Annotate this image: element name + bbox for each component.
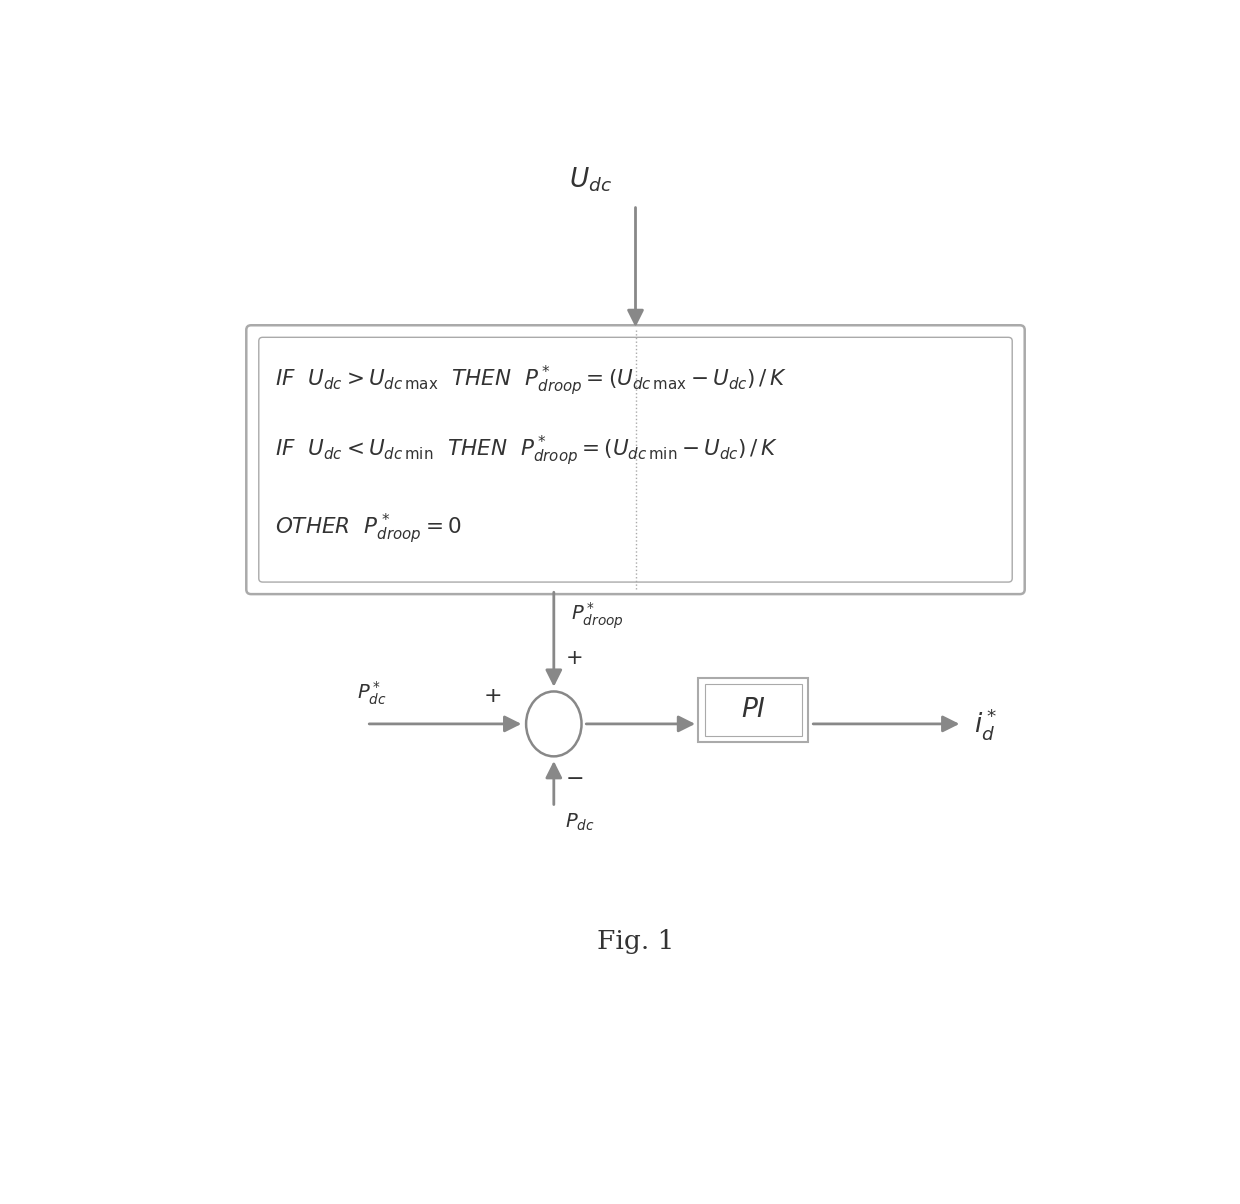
Text: $P^*_{dc}$: $P^*_{dc}$	[357, 680, 387, 707]
Text: $P_{dc}$: $P_{dc}$	[565, 811, 595, 833]
Text: $\mathit{PI}$: $\mathit{PI}$	[740, 697, 766, 722]
Text: $P^*_{droop}$: $P^*_{droop}$	[572, 601, 624, 631]
Text: $i^*_{d}$: $i^*_{d}$	[973, 706, 997, 742]
FancyBboxPatch shape	[698, 678, 808, 743]
Text: $+$: $+$	[565, 649, 583, 668]
Text: $U_{dc}$: $U_{dc}$	[568, 165, 611, 194]
FancyBboxPatch shape	[704, 684, 802, 736]
Text: $\mathit{IF}\ \ U_{dc} > U_{dc\,\mathrm{max}}\ \ \mathit{THEN}\ \ P^*_{droop} = : $\mathit{IF}\ \ U_{dc} > U_{dc\,\mathrm{…	[275, 364, 787, 399]
Text: $-$: $-$	[565, 766, 584, 787]
FancyBboxPatch shape	[247, 325, 1024, 594]
Text: $\mathit{IF}\ \ U_{dc} < U_{dc\,\mathrm{min}}\ \ \mathit{THEN}\ \ P^*_{droop} = : $\mathit{IF}\ \ U_{dc} < U_{dc\,\mathrm{…	[275, 433, 777, 467]
FancyBboxPatch shape	[259, 337, 1012, 582]
Text: Fig. 1: Fig. 1	[596, 929, 675, 955]
Ellipse shape	[526, 691, 582, 756]
Text: $\mathit{OTHER}\ \ P^*_{droop} = 0$: $\mathit{OTHER}\ \ P^*_{droop} = 0$	[275, 512, 461, 547]
Text: $+$: $+$	[484, 685, 502, 707]
